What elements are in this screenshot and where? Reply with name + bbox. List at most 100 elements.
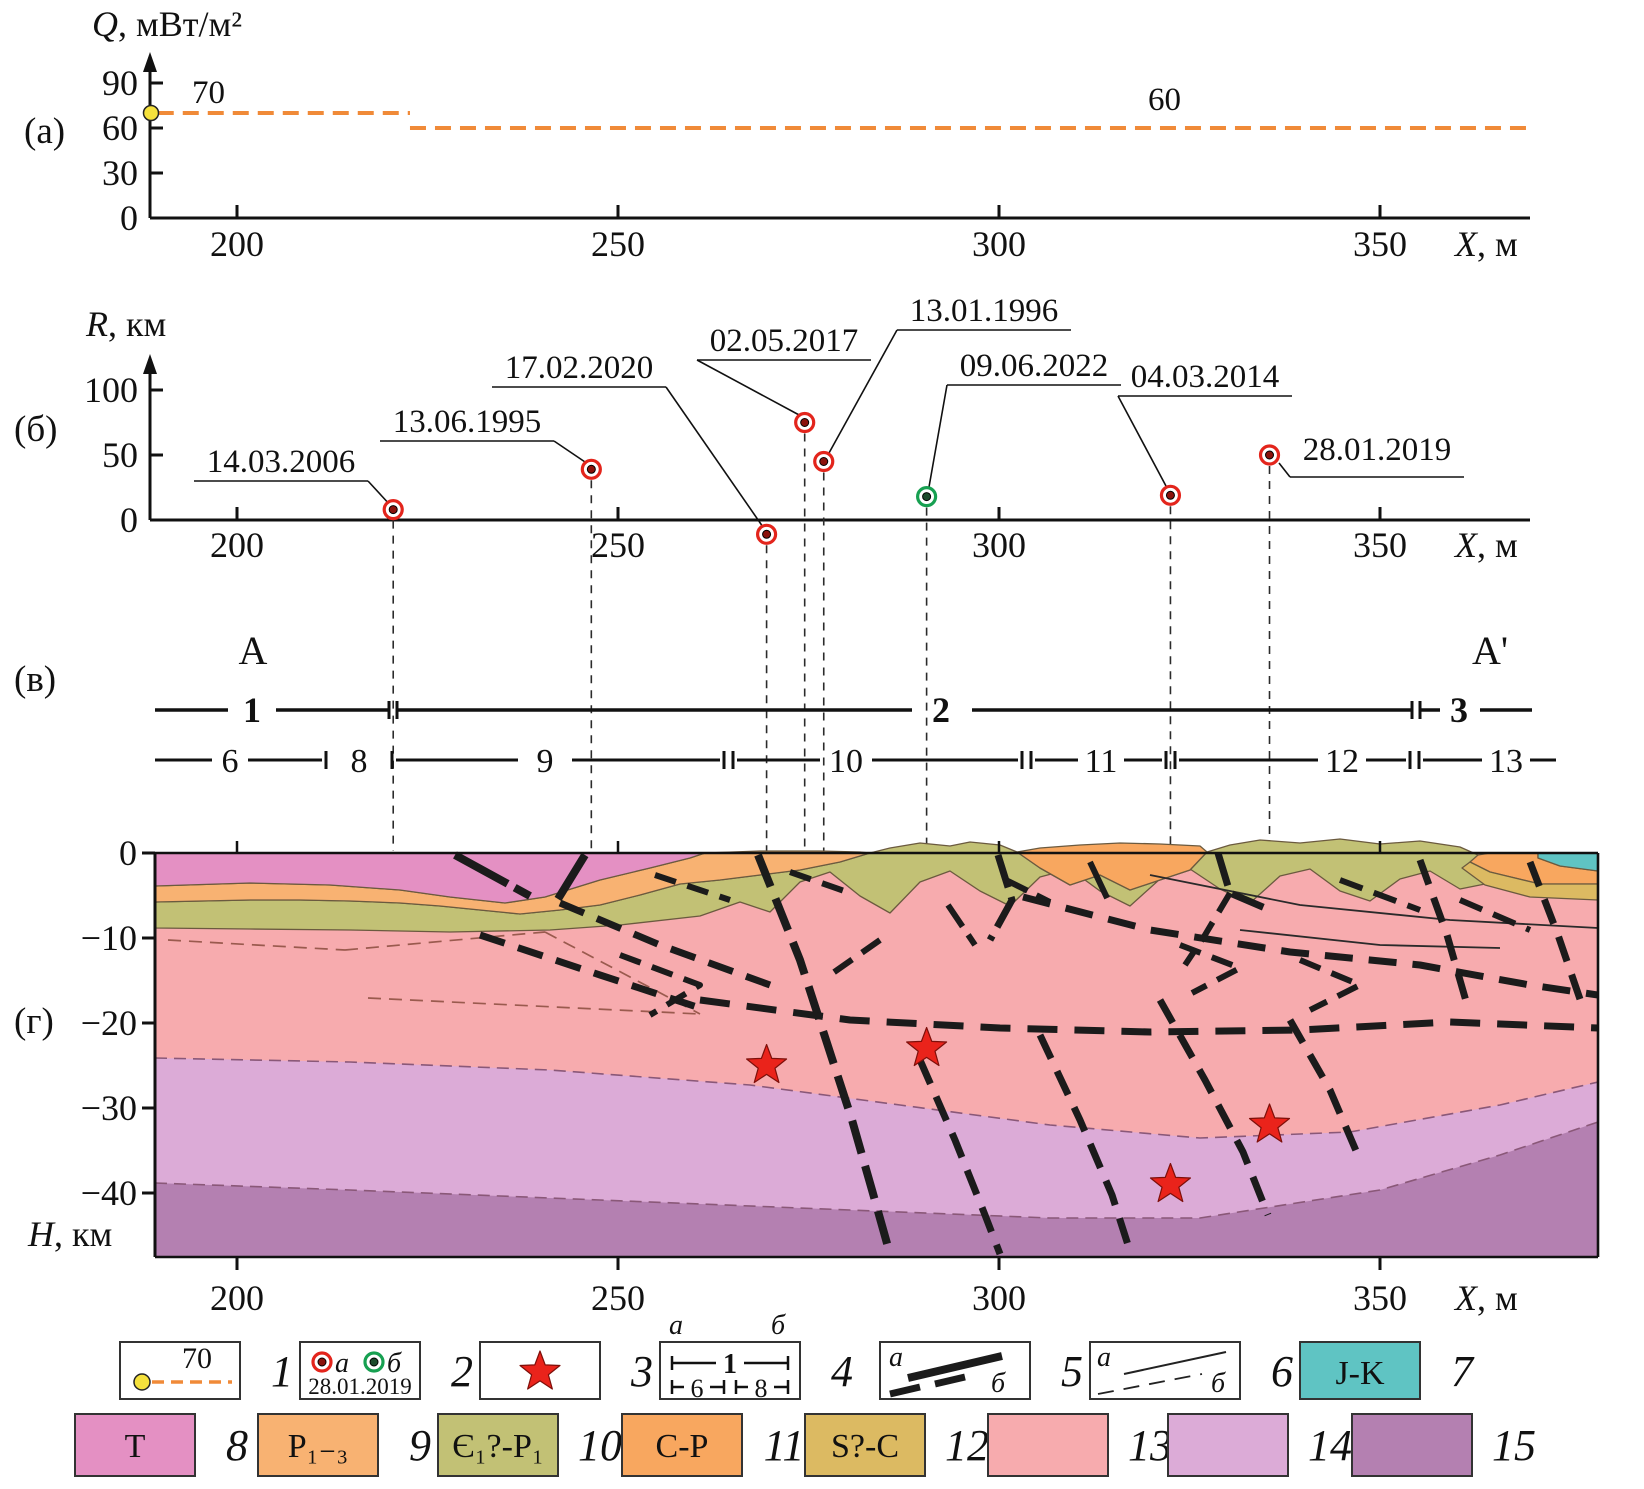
well-marker xyxy=(142,104,160,122)
legend-number: 2 xyxy=(451,1347,473,1396)
unit-CP-basin xyxy=(1016,842,1208,891)
legend-swatch xyxy=(659,1341,801,1400)
earthquake-point xyxy=(1258,444,1281,466)
fault-line xyxy=(789,869,851,896)
fault-line xyxy=(453,851,532,900)
heat-flow-value: 60 xyxy=(1148,82,1181,118)
panel-a-x-tick-label: 350 xyxy=(1353,224,1407,264)
legend-number: 13 xyxy=(1128,1421,1172,1470)
earthquake-date-label: 13.01.1996 xyxy=(910,293,1059,329)
fault-line xyxy=(1416,858,1472,1009)
legend-sub-b: б xyxy=(991,1368,1006,1399)
fault-line xyxy=(1004,877,1052,905)
axis-arrow xyxy=(143,52,157,72)
axis-arrow xyxy=(143,354,157,374)
earthquake-date-label: 02.05.2017 xyxy=(710,323,859,359)
earthquake-point xyxy=(1159,484,1182,506)
profile-subsegment-label: 10 xyxy=(829,743,863,780)
earthquake-point xyxy=(755,523,778,545)
panel-b-y-tick-label: 0 xyxy=(120,500,138,540)
legend-number: 4 xyxy=(831,1347,853,1396)
panel-g-y-tick-label: 0 xyxy=(119,833,137,873)
legend-segment-6: 6 xyxy=(691,1374,704,1403)
thin-dashed-line xyxy=(344,931,546,951)
legend-unit-label: P₁₋₃ xyxy=(288,1428,349,1465)
legend-swatch xyxy=(1299,1341,1421,1400)
boundary-14-15 xyxy=(155,1121,1598,1219)
panel-a-x-tick-label: 250 xyxy=(591,224,645,264)
profile-start-label: A xyxy=(239,628,268,673)
earthquake-point xyxy=(580,458,602,480)
thin-fault-line xyxy=(1149,874,1598,929)
fault-line xyxy=(828,937,882,978)
legend-item-5: 5 a б xyxy=(879,1341,1083,1400)
panel-g-cross-section: 0 −10 −20 −30 −40 200 250 300 350 xyxy=(81,833,1600,1318)
legend-swatch xyxy=(119,1341,241,1400)
legend-sub-b: б xyxy=(387,1348,402,1379)
panel-g-x-tick-label: 350 xyxy=(1353,1278,1407,1318)
marker-core xyxy=(819,457,829,466)
fault-line xyxy=(1526,860,1586,1007)
marker-core xyxy=(922,492,932,502)
fault-line xyxy=(945,903,978,947)
legend-sub-a: a xyxy=(669,1310,683,1341)
panel-a-y-tick-label: 90 xyxy=(102,63,138,103)
fault-line xyxy=(754,853,894,1256)
panel-b-x-title: X, м xyxy=(1453,525,1518,565)
panel-b-x-tick-label: 200 xyxy=(210,525,264,565)
profile-subsegment-label: 8 xyxy=(351,743,368,780)
fault-line xyxy=(1087,860,1111,902)
legend-number: 11 xyxy=(764,1421,805,1470)
legend-item-7: 7 J-K xyxy=(1299,1341,1475,1400)
legend-unit-swatch xyxy=(437,1413,559,1477)
panel-b-y-tick-label: 50 xyxy=(102,435,138,475)
legend-unit-swatch xyxy=(987,1413,1109,1477)
marker-core xyxy=(586,464,596,474)
legend-unit-label: Є₁?-P₁ xyxy=(452,1428,543,1465)
panel-a-x-title: X, м xyxy=(1453,224,1518,264)
legend-unit-label: S?-C xyxy=(831,1428,899,1465)
panel-g-x-title: X, м xyxy=(1453,1278,1518,1318)
marker-core xyxy=(317,1357,327,1367)
profile-end-label: A' xyxy=(1472,628,1508,673)
fault-line xyxy=(1298,957,1363,1013)
marker-core xyxy=(800,418,810,427)
fault-line xyxy=(986,853,1016,942)
panel-g-x-tick-label: 250 xyxy=(591,1278,645,1318)
thin-fault-line-b xyxy=(1097,1373,1203,1395)
legend-number: 7 xyxy=(1451,1347,1475,1396)
earthquake-date-label: 14.03.2006 xyxy=(207,444,356,480)
legend-number: 5 xyxy=(1061,1347,1083,1396)
legend-unit-swatch xyxy=(621,1413,743,1477)
fault-line-b xyxy=(889,1383,921,1398)
well-marker xyxy=(133,1373,151,1391)
legend-swatch xyxy=(1089,1341,1241,1400)
panel-a-x-tick-label: 200 xyxy=(210,224,264,264)
legend-item-1: 1 70 xyxy=(119,1341,293,1400)
marker-core xyxy=(762,529,772,539)
legend-item-6: 6 a б xyxy=(1089,1341,1293,1400)
legend-unit-swatch xyxy=(804,1413,926,1477)
epicenter-star xyxy=(906,1026,948,1067)
profile-subsegment-label: 11 xyxy=(1085,743,1118,780)
legend-segment-8: 8 xyxy=(755,1374,768,1403)
legend-item-14: 14 xyxy=(1167,1413,1352,1477)
fault-line-a xyxy=(907,1352,1003,1382)
legend-sub-a: a xyxy=(335,1348,349,1379)
fault-line xyxy=(654,872,731,903)
fault-line xyxy=(1214,851,1267,912)
fault-line xyxy=(1022,893,1598,999)
marker-core xyxy=(1265,450,1275,460)
panel-letter-g: (г) xyxy=(14,1001,54,1042)
profile-segment-label: 1 xyxy=(243,690,261,730)
earthquake-date-label: 09.06.2022 xyxy=(960,348,1109,384)
panel-v-profile: A A'1 2 36 8 9 10 11 12 13 xyxy=(155,628,1556,780)
profile-subsegment-label: 13 xyxy=(1489,743,1523,780)
panel-a-heat-flow: 0 30 60 90 200 250 300 350 70 60 xyxy=(102,52,1530,264)
panel-a-y-tick-label: 0 xyxy=(120,198,138,238)
legend-sub-a: a xyxy=(889,1342,903,1373)
legend-item-10: Є₁?-P₁ 10 xyxy=(437,1413,622,1477)
panel-b-x-tick-label: 250 xyxy=(591,525,645,565)
marker-core xyxy=(1165,490,1175,500)
